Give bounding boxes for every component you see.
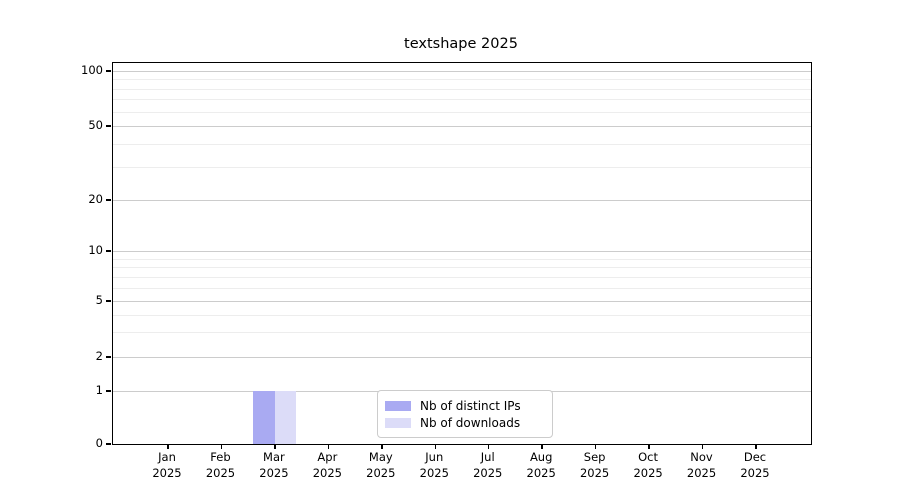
minor-gridline (113, 287, 811, 289)
x-tick-year: 2025 (205, 466, 236, 480)
minor-gridline (113, 167, 811, 169)
x-tick-label: Jul 2025 (456, 449, 520, 481)
x-tick-mark (648, 444, 650, 449)
y-tick-mark (106, 443, 111, 445)
x-tick-year: 2025 (686, 466, 717, 480)
x-tick-label: Apr 2025 (295, 449, 359, 481)
x-tick-month: Sep (583, 450, 606, 464)
x-tick-year: 2025 (419, 466, 449, 480)
y-tick-label: 10 (88, 242, 103, 257)
major-gridline (113, 126, 811, 128)
y-tick-mark (106, 70, 111, 72)
x-tick-label: Nov 2025 (670, 449, 734, 481)
minor-gridline (113, 258, 811, 260)
x-tick-year: 2025 (312, 466, 342, 480)
x-tick-year: 2025 (473, 466, 503, 480)
major-gridline (113, 250, 811, 252)
x-tick-month: Mar (263, 450, 285, 464)
major-gridline (113, 200, 811, 201)
y-tick-label: 50 (88, 118, 103, 133)
legend-swatch (385, 417, 411, 428)
x-tick-mark (434, 444, 437, 449)
x-tick-mark (274, 444, 276, 449)
x-tick-month: Jul (480, 450, 495, 464)
x-tick-year: 2025 (579, 466, 610, 480)
y-axis-labels: 0 1 2 5 10 20 50 100 (0, 62, 103, 450)
y-tick-mark (106, 125, 111, 127)
x-tick-label: Feb 2025 (188, 449, 252, 481)
legend-label: Nb of downloads (420, 415, 521, 430)
x-tick-year: 2025 (152, 466, 182, 480)
legend: Nb of distinct IPs Nb of downloads (377, 390, 553, 438)
x-tick-month: Feb (210, 450, 231, 464)
bar (253, 391, 275, 444)
x-tick-year: 2025 (740, 466, 770, 480)
x-tick-label: Mar 2025 (242, 449, 306, 481)
y-tick-label: 100 (81, 63, 103, 77)
chart-title: textshape 2025 (404, 36, 518, 52)
x-tick-mark (381, 444, 383, 449)
minor-gridline (113, 111, 811, 113)
minor-gridline (113, 79, 811, 81)
major-gridline (113, 301, 811, 302)
minor-gridline (113, 267, 811, 269)
x-tick-mark (327, 444, 330, 449)
x-axis-labels: Jan 2025 Feb 2025 Mar 2025 Apr 2025 May 2025 Jun 20… (112, 449, 810, 489)
x-tick-label: Oct 2025 (616, 449, 680, 481)
x-tick-month: May (368, 450, 393, 464)
x-tick-month: Apr (317, 450, 338, 464)
major-gridline (113, 71, 811, 72)
minor-gridline (113, 332, 811, 334)
x-tick-label: Jan 2025 (135, 449, 199, 481)
x-tick-mark (487, 444, 490, 449)
y-tick-label: 5 (95, 293, 103, 307)
bar (274, 391, 297, 444)
y-tick-mark (106, 356, 111, 358)
legend-row: Nb of distinct IPs (385, 397, 544, 414)
y-tick-label: 1 (95, 383, 103, 397)
legend-label: Nb of distinct IPs (420, 398, 521, 413)
x-tick-mark (220, 444, 223, 449)
x-tick-month: Nov (690, 450, 713, 464)
plot-area (106, 62, 812, 449)
minor-gridline (113, 88, 811, 90)
minor-gridline (113, 144, 811, 146)
y-tick-mark (106, 199, 111, 201)
x-tick-mark (167, 444, 169, 449)
x-tick-mark (755, 444, 757, 449)
y-tick-mark (106, 390, 111, 392)
x-tick-year: 2025 (633, 466, 663, 480)
x-tick-year: 2025 (366, 466, 396, 480)
x-tick-month: Jun (425, 450, 444, 464)
y-tick-label: 0 (95, 436, 103, 450)
x-tick-label: Dec 2025 (723, 449, 787, 481)
x-tick-mark (541, 444, 543, 449)
minor-gridline (113, 276, 811, 278)
x-tick-month: Aug (529, 450, 553, 464)
minor-gridline (113, 99, 811, 101)
x-tick-mark (594, 444, 597, 449)
legend-row: Nb of downloads (385, 414, 544, 431)
y-tick-mark (106, 300, 111, 302)
x-tick-month: Oct (638, 450, 659, 464)
x-tick-year: 2025 (259, 466, 289, 480)
x-tick-month: Jan (158, 450, 176, 464)
x-tick-label: Aug 2025 (509, 449, 573, 481)
x-tick-mark (701, 444, 704, 449)
x-tick-label: May 2025 (349, 449, 413, 481)
major-gridline (113, 357, 811, 359)
x-tick-label: Sep 2025 (563, 449, 627, 481)
minor-gridline (113, 314, 811, 316)
x-tick-year: 2025 (526, 466, 556, 480)
x-tick-month: Dec (743, 450, 767, 464)
y-tick-mark (106, 250, 111, 252)
legend-swatch (385, 400, 411, 411)
y-tick-label: 20 (88, 192, 103, 206)
y-tick-label: 2 (95, 349, 103, 364)
x-tick-label: Jun 2025 (402, 449, 466, 481)
